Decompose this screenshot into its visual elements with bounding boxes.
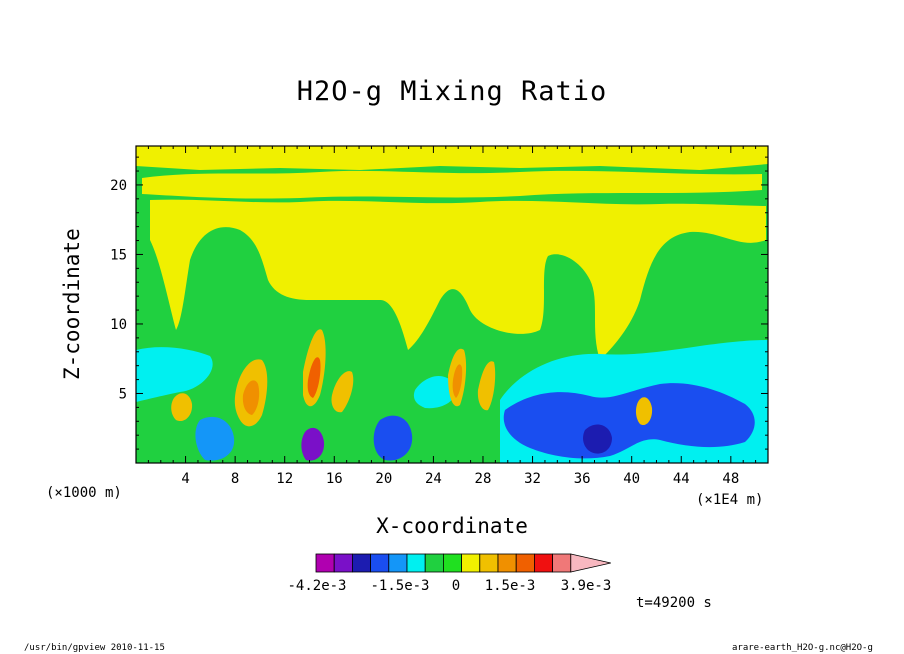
tower-7 — [635, 397, 653, 426]
colorbar-segment — [497, 553, 517, 573]
footer-right: arare-earth_H2O-g.nc@H2O-g — [732, 643, 873, 653]
colorbar-segment — [424, 553, 444, 573]
x-tick-label: 32 — [524, 471, 541, 487]
x-tick-label: 8 — [231, 471, 239, 487]
upper-yellow-layer — [136, 146, 768, 170]
deep-blue-patch — [583, 424, 612, 454]
x-tick-label: 20 — [375, 471, 392, 487]
tower-3 — [331, 371, 354, 413]
lower-left-blue — [195, 416, 235, 461]
x-tick-label: 28 — [475, 471, 492, 487]
x-scale-label: (×1E4 m) — [696, 492, 764, 508]
x-unit-label: (×1000 m) — [46, 485, 122, 501]
x-tick-label: 48 — [722, 471, 739, 487]
colorbar-label: -4.2e-3 — [287, 578, 346, 594]
colorbar-segment — [315, 553, 335, 573]
lower-right-blue — [503, 383, 755, 459]
chart-title: H2O-g Mixing Ratio — [296, 76, 608, 107]
upper-band-yellow — [142, 170, 762, 199]
y-tick-label: 5 — [119, 386, 127, 402]
y-tick-label: 10 — [110, 317, 127, 333]
tower-5 — [477, 361, 496, 411]
colorbar-arrow — [570, 553, 611, 573]
lower-cyan-region — [136, 347, 213, 402]
lower-mid-blue — [373, 415, 413, 461]
colorbar-segment — [461, 553, 481, 573]
x-tick-label: 24 — [425, 471, 442, 487]
mid-cyan-patch — [413, 375, 456, 409]
colorbar-label: 3.9e-3 — [561, 578, 612, 594]
contour-field — [136, 146, 768, 463]
x-tick-label: 12 — [276, 471, 293, 487]
x-tick-label: 40 — [623, 471, 640, 487]
colorbar-label: 0 — [452, 578, 460, 594]
footer-left: /usr/bin/gpview 2010-11-15 — [24, 643, 165, 653]
colorbar-label: 1.5e-3 — [485, 578, 536, 594]
tower-4-core — [452, 364, 463, 398]
colorbar-segment — [515, 553, 535, 573]
tower-6 — [171, 393, 193, 422]
colorbar-segment — [442, 553, 462, 573]
colorbar: -4.2e-3 -1.5e-3 0 1.5e-3 3.9e-3 — [287, 553, 612, 594]
x-tick-label: 4 — [181, 471, 189, 487]
colorbar-segment — [351, 553, 371, 573]
x-tick-label: 36 — [574, 471, 591, 487]
colorbar-segment — [333, 553, 353, 573]
y-axis-ticks: 5 10 15 20 — [110, 156, 768, 464]
tower-1-core — [242, 380, 260, 415]
colorbar-segment — [534, 553, 554, 573]
y-tick-label: 20 — [110, 178, 127, 194]
colorbar-segment — [370, 553, 390, 573]
y-tick-label: 15 — [110, 247, 127, 263]
colorbar-segment — [388, 553, 408, 573]
colorbar-segment — [552, 553, 572, 573]
x-axis-label: X-coordinate — [376, 514, 528, 538]
lower-purple — [301, 427, 325, 461]
x-tick-label: 16 — [326, 471, 343, 487]
colorbar-segment — [406, 553, 426, 573]
time-label: t=49200 s — [636, 595, 712, 611]
colorbar-segment — [479, 553, 499, 573]
x-axis-ticks: 4 8 12 16 20 24 28 32 36 40 44 48 — [135, 146, 769, 487]
tower-2-core — [307, 357, 321, 398]
colorbar-label: -1.5e-3 — [370, 578, 429, 594]
mid-yellow-region — [150, 199, 766, 360]
plot-frame — [135, 145, 769, 464]
x-tick-label: 44 — [673, 471, 690, 487]
